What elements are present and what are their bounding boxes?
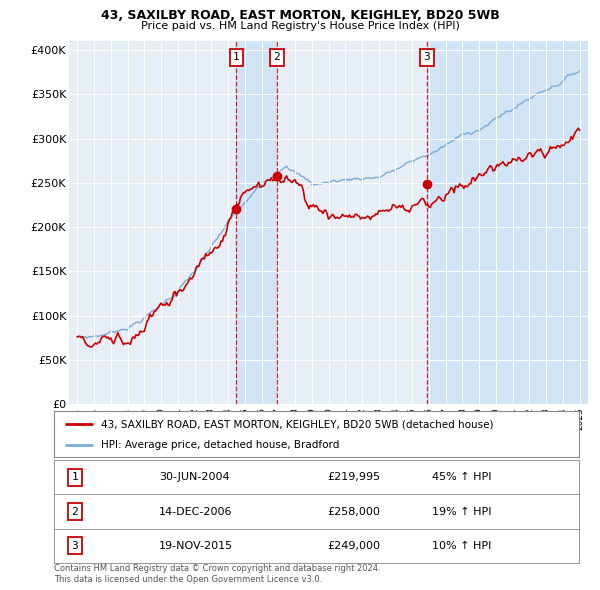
Text: 14-DEC-2006: 14-DEC-2006 [159, 507, 233, 516]
Text: 19-NOV-2015: 19-NOV-2015 [159, 541, 233, 550]
Text: 45% ↑ HPI: 45% ↑ HPI [432, 473, 491, 482]
Text: 3: 3 [424, 53, 430, 62]
Text: 10% ↑ HPI: 10% ↑ HPI [432, 541, 491, 550]
Text: 19% ↑ HPI: 19% ↑ HPI [432, 507, 491, 516]
Text: 2: 2 [71, 507, 79, 516]
Bar [236, 41, 277, 404]
Text: 1: 1 [233, 53, 240, 62]
Text: £249,000: £249,000 [327, 541, 380, 550]
Text: HPI: Average price, detached house, Bradford: HPI: Average price, detached house, Brad… [101, 440, 340, 450]
Bar [427, 41, 588, 404]
Text: 30-JUN-2004: 30-JUN-2004 [159, 473, 230, 482]
Text: £258,000: £258,000 [327, 507, 380, 516]
Text: 3: 3 [71, 541, 79, 550]
Text: 1: 1 [71, 473, 79, 482]
Text: Contains HM Land Registry data © Crown copyright and database right 2024.: Contains HM Land Registry data © Crown c… [54, 565, 380, 573]
Text: 43, SAXILBY ROAD, EAST MORTON, KEIGHLEY, BD20 5WB: 43, SAXILBY ROAD, EAST MORTON, KEIGHLEY,… [101, 9, 499, 22]
Text: 2: 2 [274, 53, 280, 62]
Text: 43, SAXILBY ROAD, EAST MORTON, KEIGHLEY, BD20 5WB (detached house): 43, SAXILBY ROAD, EAST MORTON, KEIGHLEY,… [101, 419, 494, 429]
Text: Price paid vs. HM Land Registry's House Price Index (HPI): Price paid vs. HM Land Registry's House … [140, 21, 460, 31]
Text: £219,995: £219,995 [327, 473, 380, 482]
Text: This data is licensed under the Open Government Licence v3.0.: This data is licensed under the Open Gov… [54, 575, 322, 584]
